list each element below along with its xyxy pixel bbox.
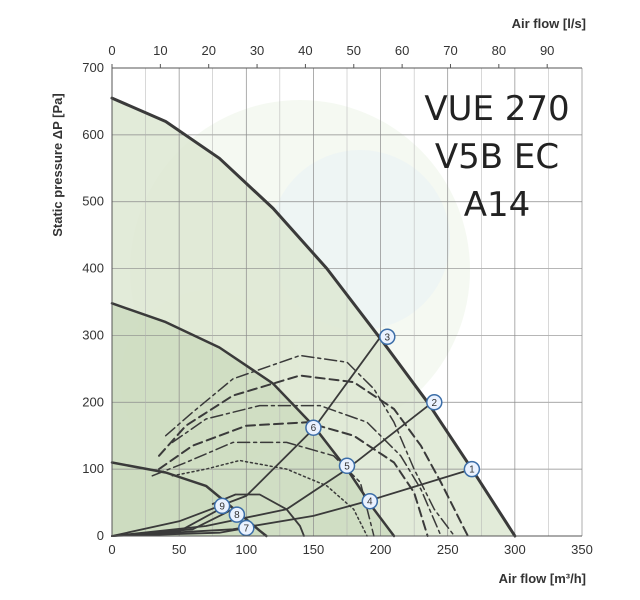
- x2-tick-label: 50: [347, 43, 361, 58]
- operating-point-5: 5: [338, 457, 356, 475]
- x2-tick-label: 60: [395, 43, 409, 58]
- operating-point-label: 2: [432, 398, 438, 409]
- operating-point-9: 9: [213, 497, 231, 515]
- operating-point-marker: [228, 506, 246, 523]
- x-tick-label: 200: [370, 542, 392, 557]
- operating-point-label: 5: [344, 461, 350, 472]
- curve-fill-3: [112, 462, 267, 536]
- curves: [110, 96, 517, 538]
- operating-point-marker: [213, 497, 231, 515]
- x-tick-label: 300: [504, 542, 526, 557]
- x2-axis-title: Air flow [l/s]: [512, 16, 586, 31]
- x2-tick-label: 10: [153, 43, 167, 58]
- y-tick-label: 100: [82, 461, 104, 476]
- x2-tick-label: 40: [298, 43, 312, 58]
- curve-6: [171, 404, 442, 537]
- x-tick-label: 150: [303, 542, 325, 557]
- operating-point-marker: [305, 419, 322, 436]
- curve-12: [111, 400, 436, 537]
- operating-point-7: 7: [238, 519, 255, 537]
- curve-10: [211, 493, 305, 537]
- x-axis-title: Air flow [m³/h]: [499, 571, 586, 586]
- y-tick-label: 300: [82, 327, 104, 342]
- x-tick-label: 250: [437, 542, 459, 557]
- operating-point-marker: [361, 492, 379, 510]
- curve-15: [111, 527, 248, 537]
- operating-point-label: 4: [367, 497, 373, 508]
- curve-4: [164, 354, 456, 537]
- y-tick-label: 400: [82, 261, 104, 276]
- axes: 0 50 100 150 200 250 300 3500100200300400500600…: [82, 43, 593, 557]
- x2-tick-label: 0: [108, 43, 115, 58]
- y-tick-label: 500: [82, 194, 104, 209]
- x-tick-label: 50: [172, 542, 186, 557]
- y-tick-label: 600: [82, 127, 104, 142]
- model-label-line-2: V5B EC: [435, 137, 559, 177]
- y-axis-title: Static pressure ΔP [Pa]: [50, 93, 65, 237]
- y-tick-label: 200: [82, 394, 104, 409]
- operating-point-4: 4: [361, 492, 379, 510]
- operating-point-1: 1: [463, 460, 481, 478]
- operating-point-marker: [338, 457, 356, 475]
- operating-point-label: 6: [311, 423, 317, 434]
- x2-tick-label: 90: [540, 43, 554, 58]
- model-label-line-1: VUE 270: [424, 89, 569, 129]
- operating-point-8: 8: [228, 506, 246, 523]
- curve-9: [171, 459, 368, 537]
- operating-point-label: 9: [219, 501, 225, 512]
- y-tick-label: 700: [82, 60, 104, 75]
- x2-tick-label: 80: [492, 43, 506, 58]
- operating-point-marker: [238, 519, 255, 537]
- x-tick-label: 0: [108, 542, 115, 557]
- operating-point-6: 6: [305, 419, 322, 436]
- curve-8: [151, 441, 375, 537]
- operating-point-3: 3: [379, 328, 396, 346]
- operating-points: 1 2 3 4 5 6 789: [213, 328, 481, 537]
- x-tick-label: 100: [235, 542, 257, 557]
- x-tick-label: 350: [571, 542, 593, 557]
- operating-point-marker: [379, 328, 396, 346]
- operating-point-label: 8: [234, 510, 240, 521]
- model-label-line-3: A14: [464, 185, 531, 225]
- curve-1: [110, 96, 517, 538]
- operating-point-2: 2: [426, 394, 443, 411]
- operating-point-label: 1: [469, 465, 475, 476]
- curve-13: [111, 468, 473, 537]
- operating-point-marker: [426, 394, 443, 411]
- curve-5: [158, 374, 469, 537]
- operating-point-marker: [463, 460, 481, 478]
- labels: Air flow [m³/h] Air flow [l/s] Static pr…: [50, 16, 586, 586]
- operating-point-label: 3: [385, 332, 391, 343]
- x2-tick-label: 30: [250, 43, 264, 58]
- y-tick-label: 0: [97, 528, 104, 543]
- curve-11: [111, 335, 382, 537]
- x2-tick-label: 20: [201, 43, 215, 58]
- x2-tick-label: 70: [443, 43, 457, 58]
- operating-point-label: 7: [244, 523, 250, 534]
- curve-16: [111, 508, 221, 537]
